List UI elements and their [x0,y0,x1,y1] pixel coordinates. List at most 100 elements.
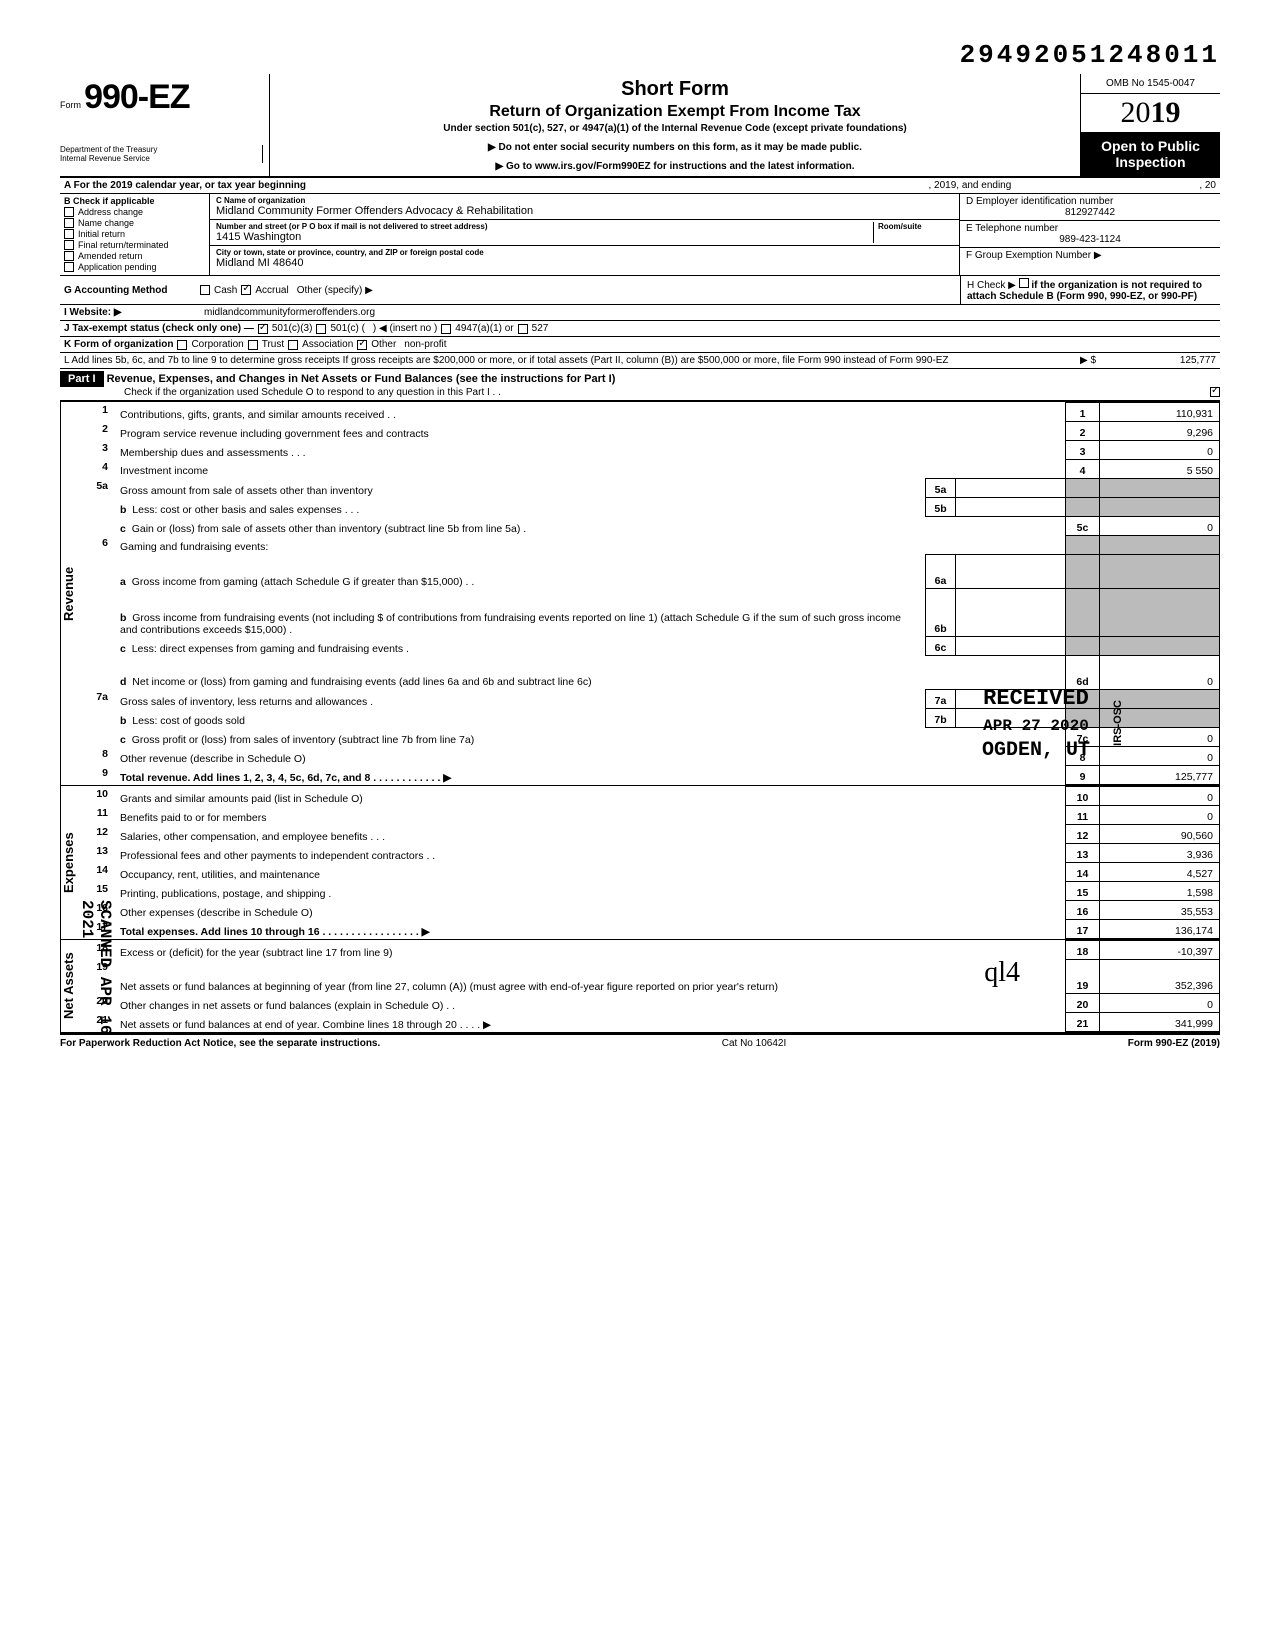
open-public-badge: Open to Public Inspection [1081,132,1220,176]
document-id: 29492051248011 [60,40,1220,70]
table-row: 11Benefits paid to or for members110 [82,806,1220,825]
checkbox-icon[interactable] [64,240,74,250]
form-header: Form 990-EZ Department of the Treasury I… [60,74,1220,178]
year-bold: 19 [1151,96,1181,129]
phone: 989-423-1124 [966,234,1214,245]
table-row: 21Net assets or fund balances at end of … [82,1013,1220,1032]
l-arrow: ▶ $ [1076,353,1100,368]
room-label: Room/suite [878,222,953,231]
chk-h[interactable] [1019,278,1029,288]
chk-final-return[interactable]: Final return/terminated [64,240,205,250]
form-page: 29492051248011 Form 990-EZ Department of… [60,40,1220,1049]
c-street-label: Number and street (or P O box if mail is… [216,222,873,231]
table-row: 19Net assets or fund balances at beginni… [82,960,1220,994]
chk-corp[interactable] [177,340,187,350]
irs-osc-label: IRS-OSC [1112,700,1124,746]
line-g-i: G Accounting Method Cash Accrual Other (… [60,276,1220,305]
table-row: 3Membership dues and assessments . . .30 [82,441,1220,460]
expenses-table: 10Grants and similar amounts paid (list … [82,786,1220,939]
chk-address-change[interactable]: Address change [64,207,205,217]
j-opt4: 527 [528,321,553,336]
col-c: C Name of organization Midland Community… [210,194,960,275]
line-a: A For the 2019 calendar year, or tax yea… [60,178,1220,194]
checkbox-icon[interactable] [64,251,74,261]
part-i-header: Part I Revenue, Expenses, and Changes in… [60,369,1220,401]
table-row: 15Printing, publications, postage, and s… [82,882,1220,901]
page-footer: For Paperwork Reduction Act Notice, see … [60,1033,1220,1049]
chk-501c3[interactable] [258,324,268,334]
k-other-val: non-profit [400,337,450,352]
l-value: 125,777 [1100,353,1220,368]
table-row: 9Total revenue. Add lines 1, 2, 3, 4, 5c… [82,766,1220,785]
line-j: J Tax-exempt status (check only one) — 5… [60,321,1220,337]
title-short: Short Form [278,78,1072,101]
col-def: D Employer identification number 8129274… [960,194,1220,275]
revenue-side-label: Revenue [60,402,82,785]
instr-2: ▶ Go to www.irs.gov/Form990EZ for instru… [278,161,1072,172]
line-k: K Form of organization Corporation Trust… [60,337,1220,353]
g-cash: Cash [210,283,241,298]
chk-trust[interactable] [248,340,258,350]
title-long: Return of Organization Exempt From Incom… [278,103,1072,121]
j-opt2: 501(c) ( [326,321,368,336]
netassets-table: 18Excess or (deficit) for the year (subt… [82,940,1220,1032]
expenses-section: Expenses 10Grants and similar amounts pa… [60,785,1220,939]
footer-center: Cat No 10642I [722,1038,787,1049]
j-opt2b: ) ◀ (insert no ) [369,321,441,336]
b-header: B Check if applicable [64,196,205,206]
chk-501c[interactable] [316,324,326,334]
table-row: 17Total expenses. Add lines 10 through 1… [82,920,1220,939]
table-row: 12Salaries, other compensation, and empl… [82,825,1220,844]
table-row: 18Excess or (deficit) for the year (subt… [82,941,1220,960]
table-row: 2Program service revenue including gover… [82,422,1220,441]
j-opt1: 501(c)(3) [268,321,317,336]
org-name: Midland Community Former Offenders Advoc… [216,205,953,217]
net-assets-section: Net Assets 18Excess or (deficit) for the… [60,939,1220,1033]
e-label: E Telephone number [966,223,1214,234]
line-a-label: A For the 2019 calendar year, or tax yea… [60,178,310,193]
ein: 812927442 [966,207,1214,218]
chk-name-change[interactable]: Name change [64,218,205,228]
table-row: 20Other changes in net assets or fund ba… [82,994,1220,1013]
c-name-label: C Name of organization [216,196,953,205]
k-label: K Form of organization [60,337,177,352]
table-row: c Gain or (loss) from sale of assets oth… [82,517,1220,536]
chk-amended[interactable]: Amended return [64,251,205,261]
chk-accrual[interactable] [241,285,251,295]
chk-app-pending[interactable]: Application pending [64,262,205,272]
stamp-location: OGDEN, UT [982,737,1090,765]
scanned-stamp: SCANNED APR 16 2021 [78,900,114,1049]
chk-cash[interactable] [200,285,210,295]
org-street: 1415 Washington [216,231,873,243]
received-stamp: RECEIVED APR 27 2020 OGDEN, UT [982,684,1090,765]
chk-initial-return[interactable]: Initial return [64,229,205,239]
checkbox-icon[interactable] [64,262,74,272]
form-number: 990-EZ [84,78,190,116]
table-row: 4Investment income45 550 [82,460,1220,479]
part-i-badge: Part I [60,371,104,387]
j-opt3: 4947(a)(1) or [451,321,517,336]
line-a-mid: , 2019, and ending [924,178,1015,193]
instr-1: ▶ Do not enter social security numbers o… [278,142,1072,153]
checkbox-icon[interactable] [64,229,74,239]
table-row: c Less: direct expenses from gaming and … [82,637,1220,656]
chk-527[interactable] [518,324,528,334]
form-prefix: Form [60,100,81,110]
omb-number: OMB No 1545-0047 [1081,74,1220,94]
g-other: Other (specify) ▶ [293,283,377,298]
checkbox-icon[interactable] [64,218,74,228]
line-l: L Add lines 5b, 6c, and 7b to line 9 to … [60,353,1220,369]
d-label: D Employer identification number [966,196,1214,207]
subtitle: Under section 501(c), 527, or 4947(a)(1)… [278,123,1072,134]
stamp-date: APR 27 2020 [982,715,1090,737]
checkbox-icon[interactable] [64,207,74,217]
chk-assoc[interactable] [288,340,298,350]
chk-4947[interactable] [441,324,451,334]
chk-other[interactable] [357,340,367,350]
table-row: 14Occupancy, rent, utilities, and mainte… [82,863,1220,882]
g-label: G Accounting Method [60,283,200,298]
h-label: H Check ▶ [967,280,1016,291]
line-a-end: , 20 [1195,178,1220,193]
i-label: I Website: ▶ [60,305,200,320]
chk-schedule-o[interactable] [1210,387,1220,397]
